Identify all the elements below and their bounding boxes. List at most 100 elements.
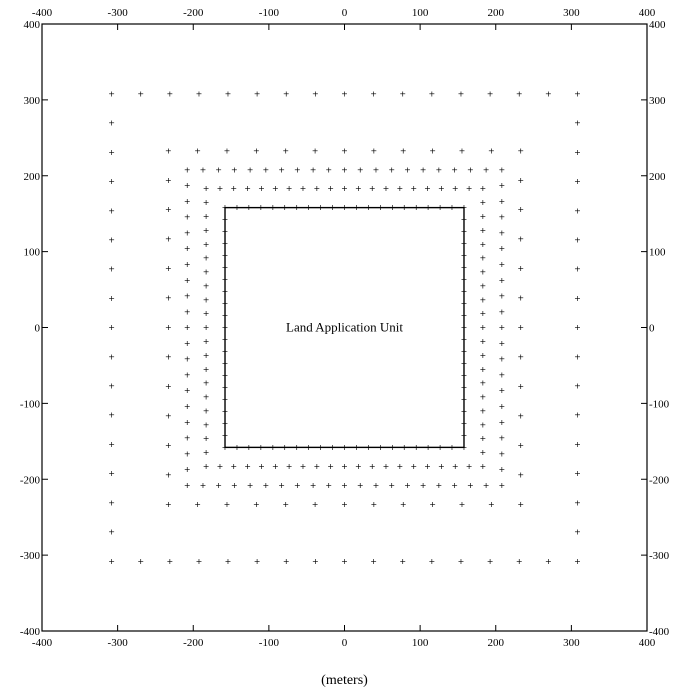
- y-tick-label-left: 0: [35, 323, 41, 335]
- receptor-point: +: [404, 481, 411, 490]
- receptor-point: +: [254, 89, 261, 98]
- x-tick-label-top: -400: [32, 7, 53, 19]
- receptor-point: +: [108, 177, 115, 186]
- receptor-point: +: [467, 165, 474, 174]
- receptor-point: +: [517, 205, 524, 214]
- receptor-point: +: [108, 498, 115, 507]
- receptor-point: +: [498, 165, 505, 174]
- x-tick-label-bottom: 100: [412, 637, 429, 649]
- receptor-point: +: [383, 184, 390, 193]
- receptor-point: +: [424, 184, 431, 193]
- receptor-point: +: [230, 462, 237, 471]
- receptor-point: +: [286, 462, 293, 471]
- receptor-point: +: [165, 146, 172, 155]
- receptor-point: +: [108, 294, 115, 303]
- receptor-point: +: [459, 146, 466, 155]
- receptor-point: +: [184, 228, 191, 237]
- receptor-point: +: [230, 184, 237, 193]
- receptor-point: +: [247, 165, 254, 174]
- y-tick-label-right: -200: [649, 474, 670, 486]
- x-tick-label-top: 200: [488, 7, 505, 19]
- receptor-point: +: [294, 165, 301, 174]
- receptor-point: +: [480, 420, 487, 429]
- receptor-point: +: [480, 240, 487, 249]
- receptor-point: +: [203, 254, 210, 263]
- y-tick-label-left: 200: [24, 171, 41, 183]
- receptor-point: +: [371, 500, 378, 509]
- receptor-point: +: [203, 323, 210, 332]
- receptor-point: +: [498, 323, 505, 332]
- receptor-point: +: [196, 557, 203, 566]
- x-tick-label-bottom: 0: [342, 637, 348, 649]
- receptor-point: +: [420, 481, 427, 490]
- receptor-point: +: [370, 89, 377, 98]
- receptor-point: +: [480, 365, 487, 374]
- receptor-point: +: [165, 411, 172, 420]
- receptor-point: +: [355, 184, 362, 193]
- receptor-point: +: [399, 89, 406, 98]
- receptor-point: +: [313, 184, 320, 193]
- receptor-point: +: [369, 462, 376, 471]
- receptor-point: +: [165, 323, 172, 332]
- x-axis-title: (meters): [321, 673, 368, 688]
- receptor-point: +: [282, 500, 289, 509]
- y-tick-label-right: 400: [649, 19, 666, 31]
- receptor-point: +: [498, 465, 505, 474]
- y-tick-label-right: 0: [649, 323, 655, 335]
- receptor-point: +: [574, 352, 581, 361]
- x-tick-label-bottom: -400: [32, 637, 53, 649]
- receptor-point: +: [488, 146, 495, 155]
- receptor-point: +: [312, 89, 319, 98]
- receptor-point: +: [498, 244, 505, 253]
- receptor-point: +: [341, 481, 348, 490]
- receptor-point: +: [203, 240, 210, 249]
- receptor-point: +: [108, 206, 115, 215]
- receptor-point: +: [184, 386, 191, 395]
- receptor-point: +: [224, 500, 231, 509]
- receptor-point: +: [203, 337, 210, 346]
- receptor-point: +: [545, 557, 552, 566]
- receptor-point: +: [108, 323, 115, 332]
- receptor-point: +: [262, 165, 269, 174]
- receptor-point: +: [429, 146, 436, 155]
- receptor-point: +: [184, 402, 191, 411]
- x-tick-label-top: -100: [259, 7, 280, 19]
- receptor-point: +: [231, 481, 238, 490]
- receptor-point: +: [400, 146, 407, 155]
- receptor-point: +: [310, 165, 317, 174]
- receptor-point: +: [480, 448, 487, 457]
- receptor-points: + + + + + + + + + + + + + + + + + + + + + + + + + + + + + + + + + + + + + + + +…: [108, 89, 581, 565]
- receptor-point: +: [108, 528, 115, 537]
- receptor-point: +: [498, 418, 505, 427]
- receptor-point: +: [517, 411, 524, 420]
- receptor-point: +: [217, 184, 224, 193]
- receptor-point: +: [355, 462, 362, 471]
- receptor-point: +: [574, 89, 581, 98]
- y-tick-label-right: -300: [649, 550, 670, 562]
- receptor-point: +: [272, 184, 279, 193]
- receptor-point: +: [498, 276, 505, 285]
- y-tick-label-left: -100: [20, 398, 41, 410]
- receptor-point: +: [203, 212, 210, 221]
- receptor-point: +: [517, 323, 524, 332]
- x-tick-label-top: 0: [342, 7, 348, 19]
- receptor-point: +: [215, 481, 222, 490]
- receptor-point: +: [184, 370, 191, 379]
- receptor-point: +: [184, 276, 191, 285]
- receptor-point: +: [451, 165, 458, 174]
- receptor-point: +: [480, 198, 487, 207]
- receptor-point: +: [487, 557, 494, 566]
- receptor-point: +: [574, 119, 581, 128]
- y-tick-label-right: -400: [649, 626, 670, 638]
- receptor-point: +: [203, 393, 210, 402]
- receptor-point: +: [371, 146, 378, 155]
- y-tick-label-left: 100: [24, 247, 41, 259]
- receptor-point: +: [184, 213, 191, 222]
- receptor-point: +: [480, 351, 487, 360]
- receptor-point: +: [452, 462, 459, 471]
- receptor-point: +: [244, 184, 251, 193]
- receptor-point: +: [203, 434, 210, 443]
- receptor-point: +: [480, 281, 487, 290]
- receptor-point: +: [341, 557, 348, 566]
- receptor-point: +: [108, 265, 115, 274]
